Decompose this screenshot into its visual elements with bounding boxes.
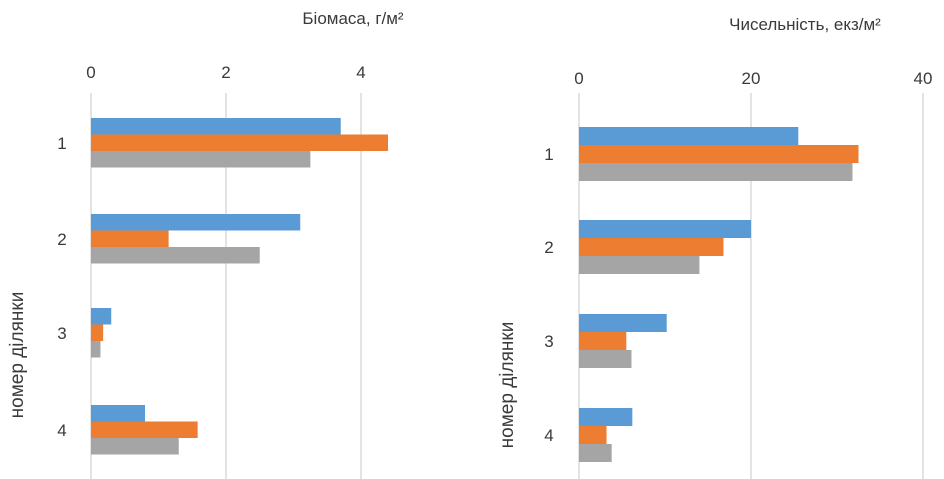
biomass-category-label: 2 [57, 230, 66, 249]
biomass-x-tick-label: 4 [356, 63, 365, 82]
biomass-bars [91, 118, 388, 455]
biomass-bar-s1-cat1 [91, 118, 341, 135]
biomass-bar-s1-cat3 [91, 308, 112, 325]
abundance-bar-s3-cat4 [579, 444, 612, 462]
abundance-x-ticks: 0 20 40 [574, 69, 932, 88]
abundance-category-label: 3 [544, 332, 553, 351]
abundance-x-tick-label: 0 [574, 69, 583, 88]
biomass-bar-s2-cat2 [91, 230, 169, 247]
biomass-bar-s2-cat4 [91, 421, 198, 438]
abundance-category-label: 4 [544, 426, 553, 445]
biomass-x-ticks: 0 2 4 [86, 63, 365, 82]
abundance-bar-s1-cat3 [579, 314, 667, 332]
abundance-category-label: 2 [544, 238, 553, 257]
abundance-bars [579, 127, 859, 462]
biomass-bar-s2-cat1 [91, 134, 388, 151]
biomass-y-axis-label: номер ділянки [7, 292, 28, 419]
abundance-chart-title: Чисельність, екз/м² [729, 15, 881, 34]
abundance-bar-s2-cat3 [579, 332, 627, 350]
biomass-category-label: 1 [57, 134, 66, 153]
biomass-category-label: 4 [57, 421, 66, 440]
abundance-x-tick-label: 40 [914, 69, 933, 88]
abundance-bar-s3-cat3 [579, 350, 632, 368]
biomass-chart-title: Біомаса, г/м² [302, 9, 404, 28]
abundance-bar-s1-cat4 [579, 408, 633, 426]
biomass-category-labels: 1 2 3 4 [57, 134, 66, 440]
biomass-category-label: 3 [57, 324, 66, 343]
abundance-chart: Чисельність, екз/м² номер ділянки 0 20 40 1… [497, 15, 932, 479]
abundance-y-axis-label: номер ділянки [497, 322, 518, 449]
abundance-bar-s1-cat2 [579, 220, 751, 238]
abundance-bar-s2-cat1 [579, 145, 859, 163]
abundance-bar-s3-cat2 [579, 256, 700, 274]
abundance-bar-s2-cat2 [579, 238, 724, 256]
biomass-bar-s3-cat4 [91, 438, 179, 455]
abundance-category-label: 1 [544, 145, 553, 164]
biomass-bar-s3-cat2 [91, 247, 260, 264]
biomass-bar-s1-cat4 [91, 405, 145, 422]
abundance-bar-s3-cat1 [579, 163, 853, 181]
abundance-bar-s2-cat4 [579, 426, 607, 444]
biomass-bar-s3-cat3 [91, 341, 101, 358]
biomass-bar-s2-cat3 [91, 324, 104, 341]
abundance-x-tick-label: 20 [742, 69, 761, 88]
abundance-category-labels: 1 2 3 4 [544, 145, 553, 445]
biomass-chart: Біомаса, г/м² номер ділянки 0 2 4 1 2 3 4 [7, 9, 404, 479]
biomass-x-tick-label: 2 [221, 63, 230, 82]
abundance-bar-s1-cat1 [579, 127, 799, 145]
biomass-bar-s3-cat1 [91, 151, 311, 168]
biomass-x-tick-label: 0 [86, 63, 95, 82]
biomass-bar-s1-cat2 [91, 214, 301, 231]
